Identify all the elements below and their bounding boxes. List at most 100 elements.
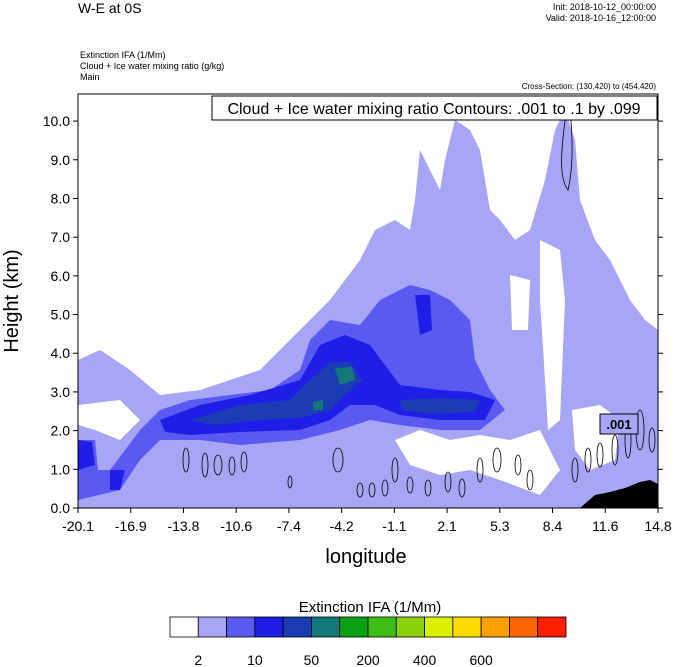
- extinction-region-level-1b: [78, 370, 110, 390]
- extinction-region-level-4b: [400, 398, 480, 414]
- x-tick-label: 11.6: [592, 518, 618, 534]
- cloud-contour-line: [240, 451, 248, 473]
- colorbar-label: 400: [413, 652, 437, 667]
- x-tick-label: -20.1: [62, 518, 94, 534]
- cloud-contour-line: [424, 479, 432, 497]
- variable-3-label: Main: [80, 72, 100, 82]
- extinction-region-level-3c: [78, 440, 95, 470]
- y-axis: 0.0 1.0 2.0 3.0 4.0 5.0 6.0 7.0 8.0 9.0 10.0: [43, 113, 663, 516]
- x-tick-label: 2.1: [437, 518, 457, 534]
- cloud-contour-line: [201, 452, 209, 478]
- variable-1-label: Extinction IFA (1/Mm): [80, 50, 166, 60]
- init-time: Init: 2018-10-12_00:00:00: [552, 2, 656, 12]
- x-tick-label: -1.1: [382, 518, 406, 534]
- x-tick-label: -4.2: [330, 518, 354, 534]
- colorbar-swatch: [311, 616, 341, 638]
- cloud-contour-line: [213, 454, 223, 476]
- extinction-region-level-5: [335, 367, 355, 385]
- terrain: [580, 480, 658, 508]
- cloud-contour-line: [356, 482, 364, 498]
- colorbar-swatch: [197, 616, 227, 638]
- extinction-region-level-3d: [110, 470, 125, 490]
- colorbar-label: 50: [304, 652, 320, 667]
- x-tick-label: -16.9: [115, 518, 147, 534]
- extinction-region-level-5b: [313, 400, 323, 410]
- clear-region: [510, 275, 530, 330]
- x-tick-label: -10.6: [220, 518, 252, 534]
- y-tick-label: 3.0: [51, 384, 71, 400]
- colorbar-swatch: [282, 616, 312, 638]
- colorbar-swatch: [339, 616, 369, 638]
- cloud-contour-line: [596, 442, 604, 468]
- y-tick-label: 9.0: [51, 152, 71, 168]
- contour-value-label: .001: [599, 413, 639, 435]
- cross-section-label: Cross-Section: (130,420) to (454,420): [521, 82, 656, 91]
- contour-info: Cloud + Ice water mixing ratio Contours:…: [211, 95, 658, 121]
- colorbar-swatch: [169, 616, 199, 638]
- colorbar-swatch: [509, 616, 539, 638]
- cloud-contour-line: [287, 475, 293, 489]
- y-tick-label: 8.0: [51, 190, 71, 206]
- init-valid-times: Init: 2018-10-12_00:00:00 Valid: 2018-10…: [546, 2, 656, 24]
- cloud-contour-line: [458, 478, 466, 498]
- valid-time: Valid: 2018-10-16_12:00:00: [545, 13, 656, 23]
- cloud-contour-line: [391, 457, 399, 483]
- colorbar-swatch: [367, 616, 397, 638]
- colorbar-swatch: [424, 616, 454, 638]
- y-axis-label: Height (km): [1, 249, 23, 352]
- y-tick-label: 5.0: [51, 307, 71, 323]
- colorbar-title: Extinction IFA (1/Mm): [299, 599, 442, 616]
- cloud-contour-line: [584, 447, 592, 473]
- x-tick-label: 5.3: [490, 518, 510, 534]
- colorbar-swatch: [480, 616, 510, 638]
- colorbar-label: 200: [356, 652, 380, 667]
- cloud-contour-line: [406, 476, 414, 494]
- contour-info-text: Cloud + Ice water mixing ratio Contours:…: [227, 101, 640, 118]
- contour-info-box: [211, 95, 658, 121]
- plot-title: W-E at 0S: [78, 0, 142, 16]
- filled-contours: .001: [78, 94, 658, 508]
- extinction-region-level-3b: [415, 295, 432, 335]
- y-tick-label: 10.0: [43, 113, 70, 129]
- y-tick-label: 7.0: [51, 229, 71, 245]
- y-tick-label: 4.0: [51, 345, 71, 361]
- colorbar-swatch: [395, 616, 425, 638]
- x-tick-label: 14.8: [644, 518, 671, 534]
- contour-label-box: [599, 413, 639, 435]
- colorbar-label: 10: [247, 652, 263, 667]
- x-tick-label: -13.8: [167, 518, 199, 534]
- y-tick-label: 0.0: [51, 500, 71, 516]
- colorbar-swatch: [452, 616, 482, 638]
- colorbar-swatch: [254, 616, 284, 638]
- y-tick-label: 2.0: [51, 423, 71, 439]
- clear-region: [78, 400, 140, 440]
- x-tick-label: -7.4: [277, 518, 301, 534]
- cloud-contour-line: [182, 447, 190, 473]
- x-axis-label: longitude: [325, 546, 406, 568]
- colorbar: 2 10 50 200 400 600: [169, 616, 567, 667]
- colorbar-swatch: [537, 616, 567, 638]
- cloud-contour-line: [228, 456, 236, 476]
- cloud-contour-line: [381, 479, 389, 497]
- plot-frame: [77, 93, 659, 509]
- colorbar-label: 600: [469, 652, 493, 667]
- cloud-contour-line: [514, 454, 522, 476]
- x-axis: -20.1 -16.9 -13.8 -10.6 -7.4 -4.2 -1.1 2.1 5.3 8.…: [62, 508, 672, 534]
- cloud-contour-line: [492, 447, 502, 473]
- clear-region: [540, 240, 565, 430]
- cloud-contour-line: [571, 457, 579, 483]
- colorbar-label: 2: [194, 652, 202, 667]
- cloud-contour-line: [526, 469, 534, 491]
- contour-label-text: .001: [606, 417, 631, 432]
- colorbar-swatch: [226, 616, 256, 638]
- cloud-contour-line: [648, 427, 656, 453]
- y-tick-label: 6.0: [51, 268, 71, 284]
- cloud-contour-line: [332, 447, 344, 473]
- y-tick-label: 1.0: [51, 461, 71, 477]
- cloud-contour-line: [476, 457, 484, 483]
- cloud-contour-line: [611, 434, 619, 466]
- cloud-contour-line: [444, 471, 452, 493]
- x-tick-label: 8.4: [543, 518, 563, 534]
- variable-2-label: Cloud + Ice water mixing ratio (g/kg): [80, 61, 225, 71]
